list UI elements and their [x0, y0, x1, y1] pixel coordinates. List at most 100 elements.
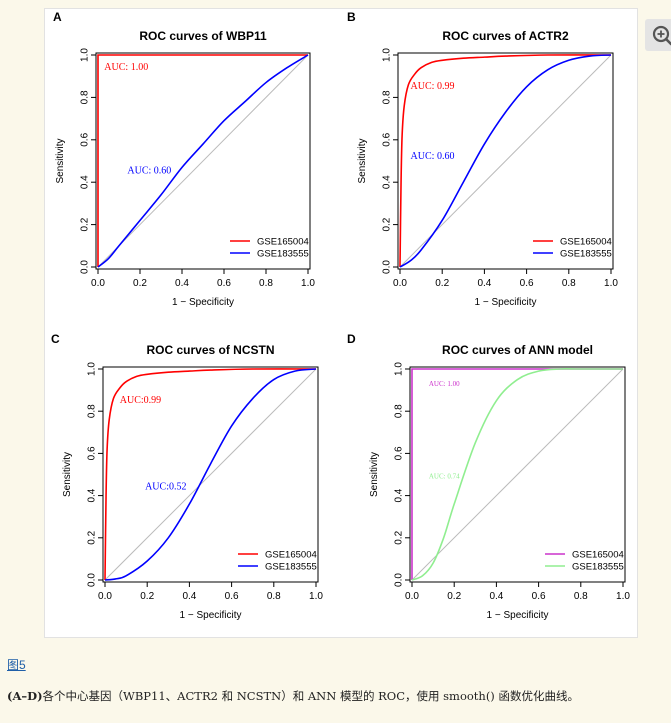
x-tick-label: 0.0	[393, 278, 407, 289]
chart-title: ROC curves of ACTR2	[442, 29, 569, 43]
chart-title: ROC curves of ANN model	[442, 343, 593, 357]
figure-link[interactable]: 图5	[7, 658, 26, 672]
y-tick-label: 0.8	[80, 90, 91, 104]
legend-label: GSE183555	[265, 562, 317, 573]
y-tick-label: 0.4	[87, 488, 98, 502]
roc-curve-gse183555	[411, 368, 623, 581]
plot-frame	[409, 366, 626, 583]
y-tick-label: 0.4	[80, 175, 91, 189]
figure-caption: (A–D)各个中心基因（WBP11、ACTR2 和 NCSTN）和 ANN 模型…	[7, 688, 662, 704]
auc-label: AUC: 0.74	[429, 473, 460, 481]
x-tick-label: 0.6	[225, 591, 239, 602]
x-axis-label: 1 − Specificity	[475, 297, 537, 308]
y-tick-label: 0.8	[87, 404, 98, 418]
auc-label: AUC: 0.60	[127, 166, 171, 177]
panel-letter: B	[347, 10, 356, 24]
roc-curve-gse165004	[399, 54, 612, 268]
y-tick-label: 0.8	[394, 404, 405, 418]
legend-label: GSE183555	[257, 249, 309, 260]
x-tick-label: 1.0	[616, 591, 630, 602]
auc-label: AUC: 1.00	[429, 380, 460, 388]
y-tick-label: 0.8	[382, 90, 393, 104]
y-tick-label: 0.2	[87, 530, 98, 544]
legend-label: GSE165004	[560, 237, 612, 248]
caption-panel-range: (A–D)	[7, 689, 43, 703]
x-tick-label: 0.0	[405, 591, 419, 602]
y-tick-label: 1.0	[87, 362, 98, 376]
y-tick-label: 0.4	[382, 175, 393, 189]
roc-curve-gse183555	[399, 54, 612, 268]
x-tick-label: 0.2	[435, 278, 449, 289]
x-tick-label: 0.2	[447, 591, 461, 602]
x-axis-label: 1 − Specificity	[487, 610, 549, 621]
zoom-button[interactable]	[645, 19, 671, 51]
y-tick-label: 0.6	[80, 132, 91, 146]
reference-diagonal	[97, 54, 309, 268]
x-tick-label: 0.4	[489, 591, 503, 602]
y-tick-label: 0.6	[394, 446, 405, 460]
y-tick-label: 0.6	[87, 446, 98, 460]
x-tick-label: 0.4	[477, 278, 491, 289]
x-tick-label: 0.8	[267, 591, 281, 602]
reference-diagonal	[104, 368, 317, 581]
x-tick-label: 1.0	[604, 278, 618, 289]
y-tick-label: 0.2	[394, 530, 405, 544]
auc-label: AUC: 1.00	[104, 62, 148, 73]
auc-label: AUC:0.99	[120, 395, 161, 406]
x-tick-label: 0.8	[562, 278, 576, 289]
legend-label: GSE165004	[265, 550, 317, 561]
panel-letter: C	[51, 332, 60, 346]
y-axis-label: Sensitivity	[62, 452, 73, 497]
x-tick-label: 0.2	[140, 591, 154, 602]
y-tick-label: 1.0	[382, 48, 393, 62]
x-tick-label: 1.0	[309, 591, 323, 602]
legend-label: GSE183555	[560, 249, 612, 260]
roc-curve-gse183555	[104, 368, 317, 581]
chart-title: ROC curves of NCSTN	[146, 343, 274, 357]
x-axis-label: 1 − Specificity	[172, 297, 234, 308]
x-tick-label: 1.0	[301, 278, 315, 289]
roc-curve-gse165004	[97, 54, 308, 267]
y-axis-label: Sensitivity	[55, 138, 66, 183]
y-tick-label: 0.0	[382, 260, 393, 274]
x-tick-label: 0.6	[217, 278, 231, 289]
x-tick-label: 0.6	[520, 278, 534, 289]
x-tick-label: 0.4	[182, 591, 196, 602]
y-tick-label: 0.2	[382, 217, 393, 231]
y-axis-label: Sensitivity	[357, 138, 368, 183]
y-tick-label: 0.2	[80, 217, 91, 231]
auc-label: AUC: 0.99	[411, 81, 455, 92]
reference-diagonal	[411, 368, 624, 581]
plot-frame	[397, 52, 614, 270]
x-tick-label: 0.6	[532, 591, 546, 602]
plot-frame	[102, 366, 319, 583]
auc-label: AUC:0.52	[145, 481, 186, 492]
y-tick-label: 0.0	[394, 573, 405, 587]
plot-frame	[95, 52, 311, 270]
y-tick-label: 1.0	[394, 362, 405, 376]
x-tick-label: 0.2	[133, 278, 147, 289]
x-axis-label: 1 − Specificity	[180, 610, 242, 621]
y-axis-label: Sensitivity	[369, 452, 380, 497]
x-tick-label: 0.0	[98, 591, 112, 602]
x-tick-label: 0.8	[574, 591, 588, 602]
x-tick-label: 0.8	[259, 278, 273, 289]
panel-letter: A	[53, 10, 62, 24]
zoom-in-icon	[652, 25, 671, 46]
x-tick-label: 0.4	[175, 278, 189, 289]
caption-text: 各个中心基因（WBP11、ACTR2 和 NCSTN）和 ANN 模型的 ROC…	[42, 689, 579, 703]
legend-label: GSE165004	[572, 550, 624, 561]
figure-panel: A ROC curves of WBP11 0.0 0.0 0.2 0.2 0.4 0.4 0.…	[44, 8, 671, 638]
chart-title: ROC curves of WBP11	[139, 29, 267, 43]
y-tick-label: 0.4	[394, 488, 405, 502]
legend-label: GSE183555	[572, 562, 624, 573]
y-tick-label: 0.0	[80, 260, 91, 274]
roc-curve-gse183555	[97, 54, 309, 268]
auc-label: AUC: 0.60	[411, 151, 455, 162]
x-tick-label: 0.0	[91, 278, 105, 289]
y-tick-label: 0.6	[382, 132, 393, 146]
legend-label: GSE165004	[257, 237, 309, 248]
y-tick-label: 1.0	[80, 48, 91, 62]
roc-curve-gse165004	[104, 368, 317, 581]
